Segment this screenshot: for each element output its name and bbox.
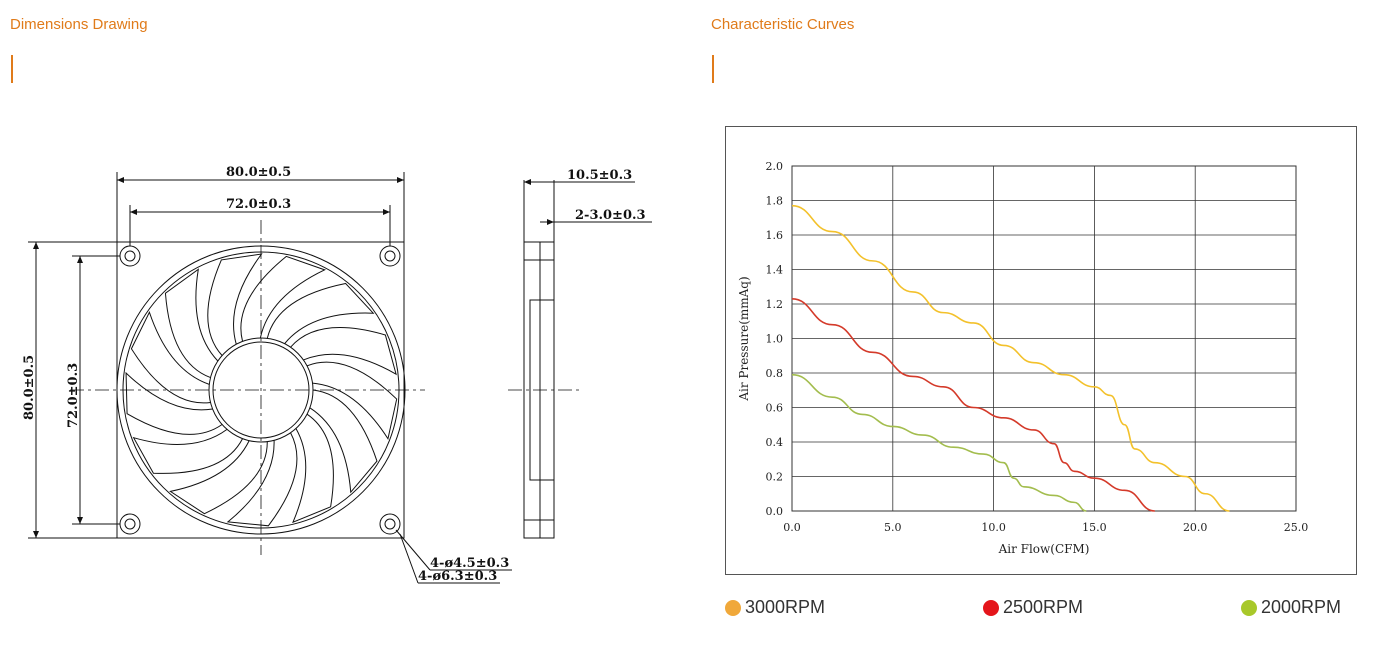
- fan-blade: [309, 389, 378, 494]
- hole-small-label: 4-ø4.5±0.3: [430, 556, 509, 571]
- series-line-2000rpm: [791, 373, 1087, 512]
- legend-label-3000rpm: 3000RPM: [745, 597, 826, 617]
- x-tick-label: 0.0: [783, 521, 801, 534]
- x-axis-label: Air Flow(CFM): [998, 542, 1090, 556]
- y-tick-label: 0.2: [766, 471, 784, 484]
- y-tick-label: 0.0: [766, 505, 784, 518]
- thickness-label: 10.5±0.3: [567, 168, 632, 183]
- characteristic-curves-chart: 0.0 0.2 0.4 0.6 0.8 1.0 1.2 1.4 1.6 1.8 2.0 0.0 5.0 1…: [725, 126, 1357, 575]
- fan-blade: [130, 310, 211, 404]
- y-tick-label: 0.4: [766, 436, 784, 449]
- height-outer-label: 80.0±0.5: [22, 355, 37, 420]
- series-line-2500rpm: [791, 298, 1155, 512]
- fan-blade: [132, 428, 244, 474]
- y-axis-label: Air Pressure(mmAq): [737, 276, 751, 401]
- legend-item-2500rpm: 2500RPM: [983, 597, 1083, 618]
- series-line-3000rpm: [791, 204, 1230, 512]
- x-tick-label: 15.0: [1082, 521, 1107, 534]
- curves-accent-bar: [712, 55, 714, 83]
- fan-blade: [240, 255, 327, 342]
- plot-area: [791, 165, 1297, 512]
- y-tick-label: 1.8: [766, 195, 784, 208]
- legend-label-2500rpm: 2500RPM: [1003, 597, 1084, 617]
- x-tick-label: 20.0: [1183, 521, 1208, 534]
- fan-blade: [306, 361, 398, 441]
- fan-blade: [266, 282, 375, 344]
- dimensions-accent-bar: [11, 55, 13, 83]
- fan-dimensions-drawing: 80.0±0.5 72.0±0.3 80.0±0.5 72.0±0.3 10.5…: [22, 165, 652, 584]
- fan-blade: [169, 440, 268, 515]
- y-tick-label: 2.0: [766, 160, 784, 173]
- fan-blade: [164, 268, 219, 379]
- fan-side-view: [523, 241, 555, 539]
- hole-large-label: 4-ø6.3±0.3: [418, 569, 497, 584]
- fan-blade: [226, 432, 298, 527]
- y-tick-label: 1.4: [766, 264, 784, 277]
- dimensions-drawing-title: Dimensions Drawing: [10, 16, 148, 33]
- y-tick-label: 0.8: [766, 367, 784, 380]
- fan-blade: [207, 253, 263, 356]
- fan-blade: [290, 327, 397, 376]
- legend-dot-2500rpm: [983, 599, 999, 616]
- legend-label-2000rpm: 2000RPM: [1261, 597, 1342, 617]
- x-tick-label: 5.0: [884, 521, 902, 534]
- width-hole-label: 72.0±0.3: [226, 197, 291, 212]
- pq-curve-plot: 0.0 0.2 0.4 0.6 0.8 1.0 1.2 1.4 1.6 1.8 2.0 0.0 5.0 1…: [737, 160, 1309, 556]
- fan-blade: [292, 413, 334, 524]
- legend-dot-2000rpm: [1241, 599, 1257, 616]
- y-tick-label: 1.0: [766, 333, 784, 346]
- y-tick-label: 1.6: [766, 229, 784, 242]
- x-tick-label: 10.0: [981, 521, 1006, 534]
- width-outer-label: 80.0±0.5: [226, 165, 291, 180]
- flange-label: 2-3.0±0.3: [575, 208, 646, 223]
- height-hole-label: 72.0±0.3: [66, 363, 81, 428]
- y-tick-label: 1.2: [766, 298, 784, 311]
- x-tick-label: 25.0: [1284, 521, 1309, 534]
- characteristic-curves-title: Characteristic Curves: [711, 16, 855, 33]
- legend-item-2000rpm: 2000RPM: [1241, 597, 1341, 618]
- y-tick-label: 0.6: [766, 402, 784, 415]
- fan-blade: [125, 371, 223, 435]
- legend-item-3000rpm: 3000RPM: [725, 597, 825, 618]
- legend-dot-3000rpm: [725, 599, 741, 616]
- fan-blades: [125, 253, 398, 527]
